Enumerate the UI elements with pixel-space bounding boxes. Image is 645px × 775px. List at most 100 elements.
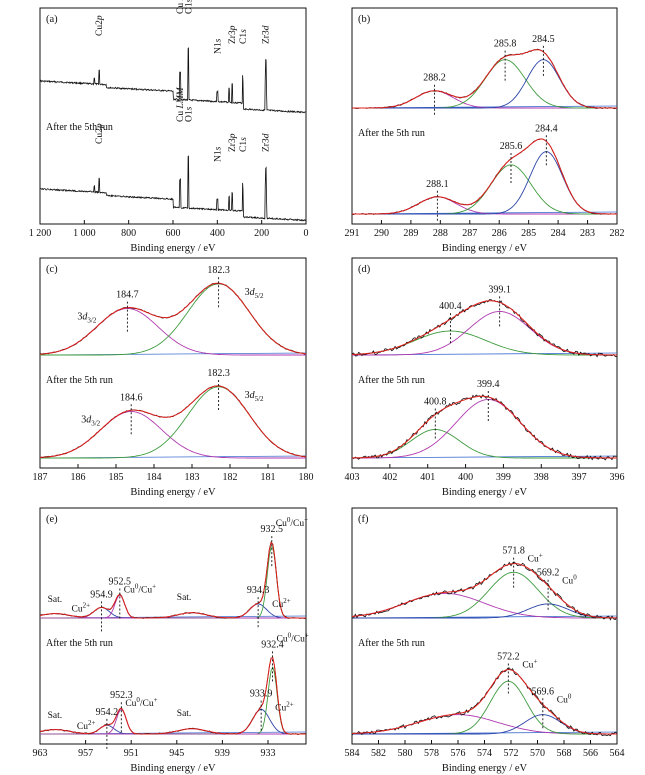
x-tick-label: 957	[78, 748, 93, 759]
peak-value-label: 184.6	[120, 392, 143, 403]
fit-component	[352, 59, 617, 109]
peak-label: Cu LMM	[176, 86, 186, 122]
species-label: Cu2+	[272, 597, 291, 610]
species-label: Cu2+	[72, 601, 91, 614]
chart-panel-2: 291 290 289 288 287 286 285 284 283 282 Binding en…	[345, 7, 625, 254]
x-tick-label: 183	[185, 472, 200, 483]
peak-value-label: 952.5	[109, 576, 132, 587]
peak-value-label: 569.2	[537, 568, 560, 579]
peak-label: Cu LMM	[176, 0, 186, 14]
peak-label: Cu2p	[95, 15, 105, 36]
x-tick-label: 287	[462, 228, 477, 239]
peak-value-label: 284.4	[535, 123, 558, 134]
x-tick-label: 945	[169, 748, 184, 759]
orbital-label: 3d5/2	[245, 287, 264, 300]
x-tick-label: 283	[580, 228, 595, 239]
peak-value-label: 285.6	[500, 141, 523, 152]
chart-panel-1: 1 200 1 000 800 600 400 200 0 Binding energy / …	[29, 0, 309, 254]
x-tick-label: 582	[371, 748, 386, 759]
run-label: After the 5th run	[358, 128, 425, 139]
x-tick-label: 288	[433, 228, 448, 239]
x-tick-label: 403	[345, 472, 360, 483]
peak-value-label: 400.4	[439, 301, 462, 312]
x-tick-label: 800	[121, 228, 136, 239]
chart-panel-4: 403 402 401 400 399 398 397 396 Binding energy /…	[345, 257, 625, 498]
x-tick-label: 576	[451, 748, 466, 759]
species-label: Cu0/Cu+	[124, 582, 156, 595]
x-tick-label: 397	[572, 472, 587, 483]
peak-value-label: 572.2	[497, 652, 520, 663]
orbital-label: 3d5/2	[245, 390, 264, 403]
x-tick-label: 570	[530, 748, 545, 759]
peak-label: Zr3d	[262, 25, 272, 44]
x-tick-label: 290	[374, 228, 389, 239]
peak-value-label: 182.3	[207, 368, 230, 379]
raw-spectrum	[351, 667, 618, 737]
x-tick-label: 289	[403, 228, 418, 239]
peak-label: Zr3p	[228, 133, 238, 152]
fitted-envelope	[39, 541, 306, 619]
sat-label: Sat.	[177, 593, 192, 603]
x-tick-label: 291	[345, 228, 360, 239]
peak-value-label: 184.7	[116, 290, 139, 301]
peak-value-label: 954.9	[90, 589, 113, 600]
fit-component	[352, 196, 617, 215]
x-tick-label: 182	[223, 472, 238, 483]
x-tick-label: 951	[124, 748, 139, 759]
fitted-envelope	[39, 385, 307, 458]
peak-value-label: 571.8	[502, 546, 525, 557]
species-label: Cu0	[557, 692, 572, 705]
x-tick-label: 401	[420, 472, 435, 483]
x-tick-label: 1 200	[29, 228, 52, 239]
x-tick-label: 933	[261, 748, 276, 759]
peak-value-label: 288.1	[426, 179, 449, 190]
panel-label: (b)	[358, 14, 371, 25]
peak-label: O1s	[184, 0, 194, 14]
run-label: After the 5th run	[46, 638, 113, 649]
survey-spectrum	[39, 155, 307, 222]
peak-label: O1s	[184, 106, 194, 122]
fitted-envelope	[39, 657, 306, 735]
fitted-envelope	[351, 300, 617, 356]
fit-component	[40, 386, 307, 459]
x-tick-label: 284	[551, 228, 566, 239]
survey-spectrum	[39, 47, 306, 114]
species-label: Cu0/Cu+	[277, 631, 309, 644]
peak-value-label: 284.5	[532, 34, 555, 45]
fit-component	[352, 90, 617, 109]
peak-value-label: 399.1	[488, 284, 511, 295]
x-tick-label: 572	[504, 748, 519, 759]
chart-panel-3: 187 186 185 184 183 182 181 180 Binding energy /…	[33, 257, 314, 498]
peak-value-label: 399.4	[477, 379, 500, 390]
x-tick-label: 180	[299, 472, 314, 483]
fit-component	[352, 603, 618, 619]
x-tick-label: 584	[345, 748, 360, 759]
x-axis-label: Binding energy / eV	[442, 243, 528, 254]
plot-frame	[351, 257, 618, 469]
peak-value-label: 569.6	[532, 686, 555, 697]
peak-value-label: 182.3	[207, 265, 230, 276]
peak-label: Zr3p	[228, 25, 238, 44]
x-axis-label: Binding energy / eV	[442, 763, 528, 774]
sat-label: Sat.	[177, 709, 192, 719]
x-tick-label: 600	[166, 228, 181, 239]
panel-label: (f)	[358, 514, 369, 525]
peak-label: Zr3d	[262, 133, 272, 152]
run-label: After the 5th run	[46, 122, 113, 133]
fitted-envelope	[39, 282, 307, 355]
peak-value-label: 954.2	[96, 707, 119, 718]
peak-value-label: 285.8	[494, 39, 517, 50]
x-tick-label: 400	[210, 228, 225, 239]
x-axis-label: Binding energy / eV	[130, 243, 216, 254]
species-label: Cu2+	[77, 719, 96, 732]
x-axis-label: Binding energy / eV	[130, 763, 216, 774]
x-axis-label: Binding energy / eV	[130, 487, 216, 498]
species-label: Cu0/Cu+	[276, 516, 308, 529]
x-tick-label: 578	[424, 748, 439, 759]
x-tick-label: 580	[398, 748, 413, 759]
peak-value-label: 933.9	[250, 689, 273, 700]
x-tick-label: 181	[261, 472, 276, 483]
panel-label: (d)	[358, 264, 371, 275]
species-label: Cu2+	[275, 701, 294, 714]
